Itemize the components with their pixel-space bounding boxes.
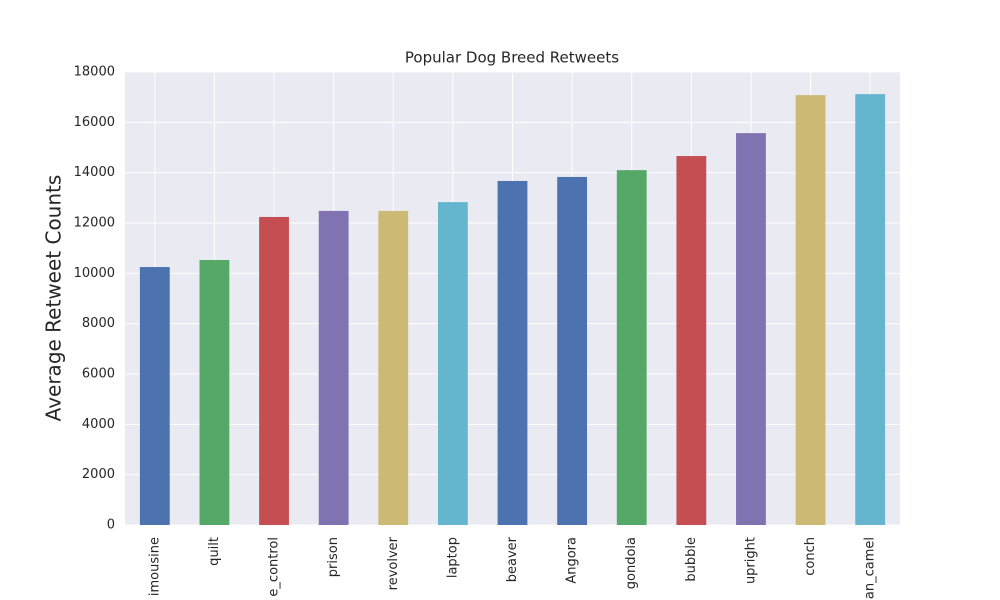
bar — [676, 156, 707, 525]
x-tick-label: imousine — [147, 537, 162, 596]
y-tick-label: 14000 — [74, 165, 115, 180]
bar — [199, 259, 230, 525]
y-tick-label: 6000 — [82, 367, 115, 382]
x-tick-label: quilt — [207, 537, 222, 566]
y-tick-label: 18000 — [74, 65, 115, 80]
x-tick-label: beaver — [505, 536, 520, 582]
bar — [557, 176, 588, 525]
x-tick-label: Angora — [565, 537, 580, 584]
y-axis-label: Average Retweet Counts — [42, 175, 66, 422]
x-tick-label: laptop — [445, 537, 460, 578]
x-tick-label: prison — [326, 537, 341, 577]
bar — [139, 267, 170, 525]
bar — [378, 210, 409, 526]
y-tick-label: 10000 — [74, 266, 115, 281]
y-tick-label: 0 — [107, 518, 115, 533]
y-tick-label: 4000 — [82, 417, 115, 432]
x-tick-label: conch — [803, 537, 818, 576]
bar — [259, 216, 289, 525]
x-tick-label: an_camel — [863, 537, 878, 599]
bar — [437, 202, 468, 525]
bar — [497, 180, 528, 525]
x-tick-label: bubble — [684, 537, 699, 582]
y-tick-label: 16000 — [74, 115, 115, 130]
y-tick-label: 12000 — [74, 216, 115, 231]
bar — [318, 210, 349, 526]
bar — [616, 170, 647, 525]
x-tick-label: e_control — [267, 537, 282, 597]
x-tick-label: revolver — [386, 536, 401, 590]
y-tick-label: 2000 — [82, 467, 115, 482]
x-tick-label: upright — [743, 537, 758, 584]
chart-title: Popular Dog Breed Retweets — [405, 49, 619, 67]
x-tick-label: gondola — [624, 537, 639, 589]
y-tick-label: 8000 — [82, 316, 115, 331]
bar — [855, 94, 886, 525]
bar — [795, 95, 826, 526]
bar — [736, 133, 766, 525]
